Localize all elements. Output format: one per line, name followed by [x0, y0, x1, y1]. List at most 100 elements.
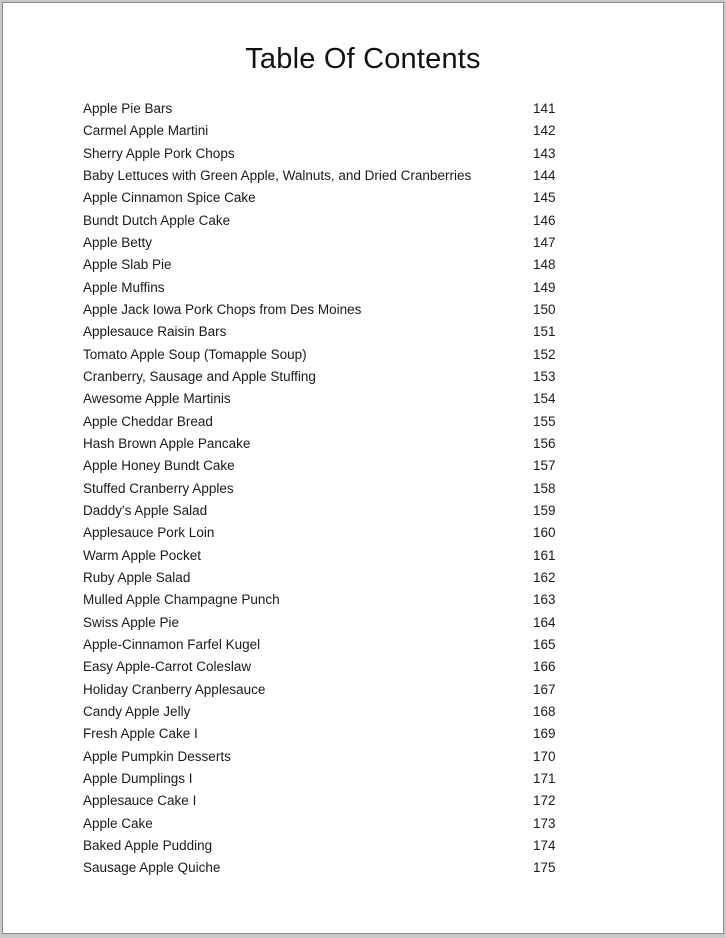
toc-entry: Applesauce Pork Loin 160 [3, 522, 723, 544]
toc-entry-label: Apple Slab Pie [83, 257, 172, 273]
toc-entry-page-number: 146 [533, 212, 556, 228]
toc-entry-label: Baby Lettuces with Green Apple, Walnuts,… [83, 167, 472, 183]
toc-entry: Ruby Apple Salad 162 [3, 567, 723, 589]
toc-entry: Easy Apple-Carrot Coleslaw 166 [3, 656, 723, 678]
toc-entry-label: Apple Pie Bars [83, 101, 173, 116]
toc-entry-page-number: 167 [533, 681, 556, 697]
toc-entry-page-number: 161 [533, 547, 556, 563]
toc-entry: Holiday Cranberry Applesauce 167 [3, 679, 723, 701]
toc-entry-page-number: 166 [533, 659, 556, 675]
toc-entry-page-number: 154 [533, 391, 556, 407]
toc-entry-page-number: 159 [533, 502, 556, 518]
toc-entry-page-number: 173 [533, 815, 556, 831]
toc-entry: Mulled Apple Champagne Punch 163 [3, 589, 723, 611]
toc-entry-label: Candy Apple Jelly [83, 703, 191, 719]
toc-entry-page-number: 148 [533, 257, 556, 273]
toc-entry: Apple Pumpkin Desserts 170 [3, 746, 723, 768]
toc-entry-label: Holiday Cranberry Applesauce [83, 681, 266, 697]
toc-entry-page-number: 160 [533, 525, 556, 541]
toc-entry-label: Easy Apple-Carrot Coleslaw [83, 659, 252, 675]
toc-entry-page-number: 155 [533, 413, 556, 429]
toc-entry-label: Swiss Apple Pie [83, 614, 180, 630]
toc-entry-page-number: 170 [533, 748, 556, 764]
toc-entry-page-number: 156 [533, 435, 556, 451]
toc-entry: Apple Dumplings I 171 [3, 768, 723, 790]
toc-entry: Apple Slab Pie 148 [3, 254, 723, 276]
toc-entry-page-number: 143 [533, 145, 556, 161]
toc-entry: Awesome Apple Martinis 154 [3, 388, 723, 410]
toc-entry-label: Apple Cake [83, 815, 153, 831]
toc-entry-label: Baked Apple Pudding [83, 837, 213, 853]
toc-entry-page-number: 168 [533, 703, 556, 719]
toc-entry-page-number: 144 [533, 167, 556, 183]
toc-entry-page-number: 151 [533, 324, 556, 340]
toc-entry-page-number: 164 [533, 614, 556, 630]
toc-entry: Swiss Apple Pie 164 [3, 612, 723, 634]
toc-entry: Hash Brown Apple Pancake 156 [3, 433, 723, 455]
toc-entry-label: Warm Apple Pocket [83, 547, 202, 563]
toc-entry: Apple Pie Bars 141 [3, 98, 723, 120]
toc-entry-page-number: 145 [533, 190, 556, 206]
toc-entry: Apple Jack Iowa Pork Chops from Des Moin… [3, 299, 723, 321]
toc-entry-label: Tomato Apple Soup (Tomapple Soup) [83, 346, 307, 362]
toc-entry: Cranberry, Sausage and Apple Stuffing 15… [3, 366, 723, 388]
toc-entry-label: Ruby Apple Salad [83, 569, 191, 585]
toc-entry-page-number: 150 [533, 301, 556, 317]
toc-entry-label: Apple Cinnamon Spice Cake [83, 190, 256, 206]
toc-entry-label: Sausage Apple Quiche [83, 860, 221, 876]
toc-entry: Sausage Apple Quiche 175 [3, 857, 723, 879]
toc-entry-label: Applesauce Raisin Bars [83, 324, 227, 340]
toc-entry-page-number: 152 [533, 346, 556, 362]
toc-entry: Apple Honey Bundt Cake 157 [3, 455, 723, 477]
toc-entry-label: Carmel Apple Martini [83, 123, 209, 139]
toc-entry: Applesauce Cake I 172 [3, 790, 723, 812]
toc-entry: Tomato Apple Soup (Tomapple Soup) 152 [3, 344, 723, 366]
toc-list: Apple Pie Bars 141 Carmel Apple Martini … [3, 98, 723, 879]
toc-entry-page-number: 157 [533, 458, 556, 474]
toc-entry: Baby Lettuces with Green Apple, Walnuts,… [3, 165, 723, 187]
toc-entry: Apple Cheddar Bread 155 [3, 411, 723, 433]
toc-entry-page-number: 174 [533, 837, 556, 853]
toc-entry-label: Applesauce Pork Loin [83, 525, 215, 541]
toc-entry-label: Apple Dumplings I [83, 770, 193, 786]
toc-entry-page-number: 153 [533, 368, 556, 384]
toc-entry-label: Hash Brown Apple Pancake [83, 435, 251, 451]
toc-entry-page-number: 172 [533, 793, 556, 809]
toc-entry-label: Awesome Apple Martinis [83, 391, 231, 407]
toc-entry-label: Apple Honey Bundt Cake [83, 458, 235, 474]
toc-entry-page-number: 141 [533, 101, 556, 116]
toc-entry-label: Apple Pumpkin Desserts [83, 748, 231, 764]
page-title: Table Of Contents [245, 43, 481, 75]
toc-entry-label: Mulled Apple Champagne Punch [83, 592, 280, 608]
toc-entry-label: Applesauce Cake I [83, 793, 197, 809]
toc-entry-page-number: 149 [533, 279, 556, 295]
toc-entry-page-number: 171 [533, 770, 556, 786]
toc-entry-page-number: 175 [533, 860, 556, 876]
toc-entry: Sherry Apple Pork Chops 143 [3, 143, 723, 165]
toc-entry-label: Apple-Cinnamon Farfel Kugel [83, 636, 261, 652]
toc-entry: Apple Cake 173 [3, 813, 723, 835]
toc-entry: Apple Muffins 149 [3, 277, 723, 299]
toc-entry-page-number: 142 [533, 123, 556, 139]
toc-entry: Applesauce Raisin Bars 151 [3, 321, 723, 343]
toc-entry: Apple Cinnamon Spice Cake 145 [3, 187, 723, 209]
toc-entry-page-number: 163 [533, 592, 556, 608]
toc-entry: Carmel Apple Martini 142 [3, 120, 723, 142]
toc-entry-label: Fresh Apple Cake I [83, 726, 198, 742]
toc-entry-label: Apple Cheddar Bread [83, 413, 213, 429]
toc-entry: Bundt Dutch Apple Cake 146 [3, 210, 723, 232]
toc-entry: Fresh Apple Cake I 169 [3, 723, 723, 745]
toc-entry-label: Cranberry, Sausage and Apple Stuffing [83, 368, 316, 384]
toc-entry-page-number: 165 [533, 636, 556, 652]
toc-entry: Candy Apple Jelly 168 [3, 701, 723, 723]
toc-entry: Daddy's Apple Salad 159 [3, 500, 723, 522]
toc-entry-page-number: 158 [533, 480, 556, 496]
toc-entry-label: Apple Betty [83, 234, 153, 250]
toc-entry-page-number: 162 [533, 569, 556, 585]
toc-entry: Warm Apple Pocket 161 [3, 545, 723, 567]
toc-entry: Stuffed Cranberry Apples 158 [3, 478, 723, 500]
toc-entry: Apple-Cinnamon Farfel Kugel 165 [3, 634, 723, 656]
toc-entry: Apple Betty 147 [3, 232, 723, 254]
toc-entry-label: Bundt Dutch Apple Cake [83, 212, 231, 228]
